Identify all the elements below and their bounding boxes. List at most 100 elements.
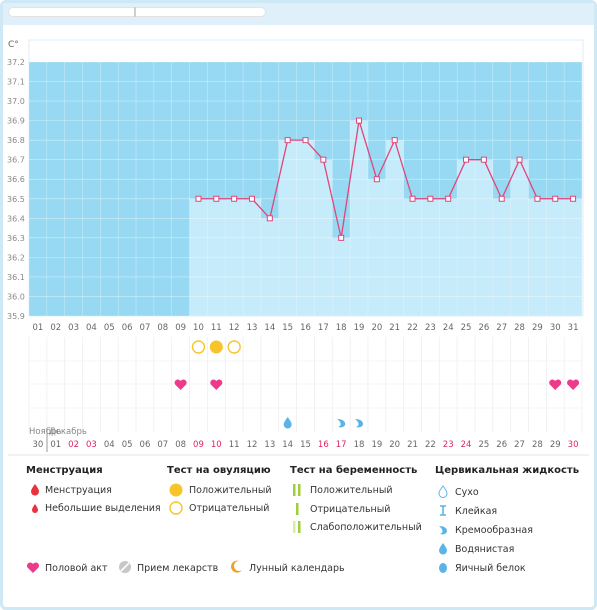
bottom-day-label: 17 xyxy=(336,440,347,450)
temperature-point xyxy=(534,195,541,202)
bottom-day-label: 24 xyxy=(461,440,472,450)
y-tick-label: 37.2 xyxy=(7,58,25,67)
bottom-day-label: 28 xyxy=(532,440,543,450)
temperature-point xyxy=(480,156,487,163)
temperature-point xyxy=(391,137,398,144)
x-tick-label: 21 xyxy=(389,323,400,333)
y-tick-label: 36.5 xyxy=(7,195,25,204)
temperature-point xyxy=(463,156,470,163)
x-tick-label: 13 xyxy=(247,323,258,333)
bottom-day-label: 30 xyxy=(33,440,44,450)
y-tick-label: 36.1 xyxy=(7,273,25,282)
x-tick-label: 26 xyxy=(478,323,489,333)
bottom-day-label: 05 xyxy=(122,440,133,450)
temperature-bar xyxy=(278,140,297,316)
menstruation-drop-icon xyxy=(31,484,39,496)
fluid-sticky-icon xyxy=(440,505,446,516)
legend-fluid-watery: Водянистая xyxy=(455,544,515,555)
temperature-bar xyxy=(367,179,386,316)
temperature-point xyxy=(445,195,452,202)
bottom-day-label: 25 xyxy=(478,440,489,450)
bottom-day-label: 22 xyxy=(425,440,436,450)
legend-spotting-item: Небольшие выделения xyxy=(45,503,161,514)
y-tick-label: 37.1 xyxy=(7,78,25,87)
bottom-day-label: 27 xyxy=(514,440,525,450)
bottom-day-label: 03 xyxy=(86,440,97,450)
x-tick-label: 30 xyxy=(550,323,561,333)
moon-icon xyxy=(231,560,242,573)
ovulation-negative-marker xyxy=(227,340,241,354)
temperature-bar xyxy=(260,218,279,316)
x-tick-label: 01 xyxy=(33,323,44,333)
temperature-point xyxy=(552,195,559,202)
bottom-day-label: 19 xyxy=(371,440,382,450)
x-tick-label: 02 xyxy=(50,323,61,333)
month-label: Декабрь xyxy=(49,427,87,437)
fluid-creamy-icon xyxy=(439,526,447,535)
bottom-day-label: 21 xyxy=(407,440,418,450)
ovulation-negative-icon xyxy=(169,501,183,515)
temperature-bar xyxy=(385,140,404,316)
pregnancy-weak-positive-icon xyxy=(293,521,301,533)
spotting-drop-icon xyxy=(32,504,38,513)
temperature-point xyxy=(284,137,291,144)
scrollbar-thumb[interactable] xyxy=(8,7,266,17)
bottom-day-label: 23 xyxy=(443,440,454,450)
legend-fluid-creamy: Кремообразная xyxy=(455,525,533,536)
x-tick-label: 18 xyxy=(336,323,347,333)
fluid-dry-icon xyxy=(438,485,448,498)
x-tick-label: 06 xyxy=(122,323,133,333)
temperature-point xyxy=(516,156,523,163)
temperature-point xyxy=(570,195,577,202)
ovulation-negative-marker xyxy=(191,340,206,354)
x-tick-label: 09 xyxy=(175,323,186,333)
legend-intercourse: Половой акт xyxy=(45,563,108,574)
temperature-point xyxy=(213,195,220,202)
legend-ovulation-positive: Положительный xyxy=(189,485,272,496)
x-tick-label: 24 xyxy=(443,323,454,333)
x-tick-label: 19 xyxy=(354,323,365,333)
legend-fluid-sticky: Клейкая xyxy=(455,506,498,517)
bottom-day-label: 11 xyxy=(229,440,240,450)
bottom-day-label: 18 xyxy=(354,440,365,450)
y-tick-label: 36.2 xyxy=(7,253,25,262)
fluid-eggwhite-icon xyxy=(439,563,447,573)
legend-fluid-dry: Сухо xyxy=(455,487,479,498)
bottom-day-label: 14 xyxy=(282,440,293,450)
y-tick-label: 36.6 xyxy=(7,175,25,184)
legend-menstruation-item: Менструация xyxy=(45,485,112,496)
y-tick-label: 36.4 xyxy=(7,214,25,223)
temperature-bar xyxy=(296,140,315,316)
x-tick-label: 04 xyxy=(86,323,97,333)
fluid-creamy-icon xyxy=(355,419,364,428)
bottom-day-label: 26 xyxy=(496,440,507,450)
scrollbar-grip-icon xyxy=(134,7,136,17)
bottom-day-label: 16 xyxy=(318,440,329,450)
y-tick-label: 36.0 xyxy=(7,292,25,301)
temperature-point xyxy=(320,156,327,163)
fluid-watery-icon xyxy=(439,543,447,555)
fluid-creamy-icon xyxy=(337,419,346,428)
x-tick-label: 29 xyxy=(532,323,543,333)
x-tick-label: 05 xyxy=(104,323,115,333)
y-tick-label: 36.9 xyxy=(7,117,25,126)
month-label: Ноябрь xyxy=(29,427,61,437)
pill-icon xyxy=(119,561,131,573)
bottom-day-label: 09 xyxy=(193,440,204,450)
intercourse-heart-icon xyxy=(210,379,223,390)
legend-ovulation-title: Тест на овуляцию xyxy=(167,465,271,476)
x-tick-label: 23 xyxy=(425,323,436,333)
bottom-day-label: 01 xyxy=(50,440,61,450)
x-tick-label: 17 xyxy=(318,323,329,333)
bottom-day-label: 08 xyxy=(175,440,186,450)
x-tick-label: 28 xyxy=(514,323,525,333)
bottom-day-label: 20 xyxy=(389,440,400,450)
x-tick-label: 15 xyxy=(282,323,293,333)
y-tick-label: 36.3 xyxy=(7,234,25,243)
x-tick-label: 07 xyxy=(140,323,151,333)
legend-fluid-eggwhite: Яичный белок xyxy=(455,563,526,574)
pregnancy-negative-icon xyxy=(296,503,299,515)
temperature-point xyxy=(356,117,363,124)
bottom-day-label: 29 xyxy=(550,440,561,450)
